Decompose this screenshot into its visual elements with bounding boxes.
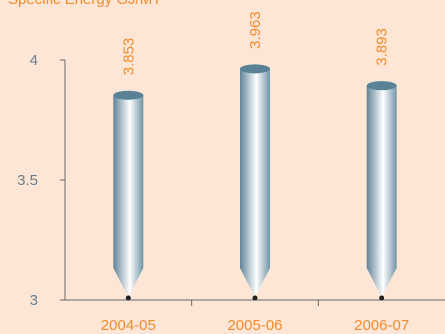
bar-tip <box>379 295 385 301</box>
value-label: 3.893 <box>374 28 391 66</box>
bar-cap <box>366 81 397 91</box>
value-label: 3.963 <box>247 11 264 49</box>
y-tick-label: 3.5 <box>17 172 38 189</box>
bar-tip <box>125 295 131 301</box>
y-tick-label: 3 <box>30 292 38 309</box>
chart-title: Specific Energy GJ/MT <box>8 0 161 8</box>
bar <box>113 95 144 297</box>
bar <box>366 85 397 298</box>
x-tick-label: 2005-06 <box>227 317 282 334</box>
x-tick-label: 2006-07 <box>354 317 409 334</box>
value-label: 3.853 <box>120 38 137 76</box>
bar <box>240 68 270 297</box>
y-tick-label: 4 <box>30 52 38 69</box>
bar-tip <box>252 295 258 301</box>
bar-cap <box>240 64 270 74</box>
bar-cap <box>113 90 144 100</box>
x-tick-label: 2004-05 <box>101 317 156 334</box>
